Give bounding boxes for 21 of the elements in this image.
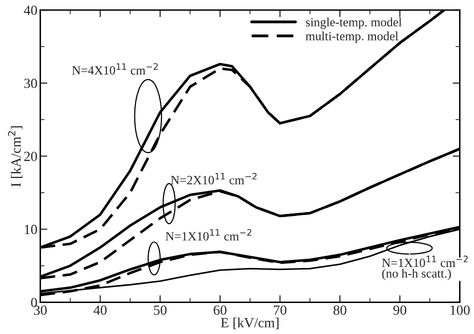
annotation: N=2X10$^{11}$ cm$^{−2}$ bbox=[170, 172, 257, 184]
x-axis-title: E [kV/cm] bbox=[220, 318, 279, 330]
y-tick-label: 20 bbox=[24, 152, 37, 162]
y-tick-label: 10 bbox=[24, 224, 37, 234]
x-tick-label: 60 bbox=[214, 305, 226, 315]
legend-label: multi-temp. model bbox=[306, 32, 398, 43]
x-tick-label: 40 bbox=[94, 305, 107, 315]
x-tick-label: 70 bbox=[274, 305, 286, 315]
x-tick-label: 80 bbox=[334, 305, 346, 315]
y-tick-label: 40 bbox=[24, 6, 37, 15]
x-tick-label: 100 bbox=[450, 305, 470, 315]
legend-label: single-temp. model bbox=[306, 18, 402, 29]
x-tick-label: 30 bbox=[34, 305, 47, 315]
x-tick-label: 90 bbox=[393, 305, 406, 315]
y-axis-title: I [kA/cm$^{2}$] bbox=[8, 126, 22, 187]
y-tick-label: 0 bbox=[31, 298, 37, 308]
y-tick-label: 30 bbox=[24, 78, 37, 88]
x-tick-label: 50 bbox=[154, 305, 167, 315]
annotation: N=1X10$^{11}$ cm$^{−2}$ (no h-h scatt.) bbox=[382, 256, 468, 280]
annotation: N=1X10$^{11}$ cm$^{−2}$ bbox=[166, 229, 252, 241]
annotation: N=4X10$^{11}$ cm$^{−2}$ bbox=[72, 63, 158, 75]
